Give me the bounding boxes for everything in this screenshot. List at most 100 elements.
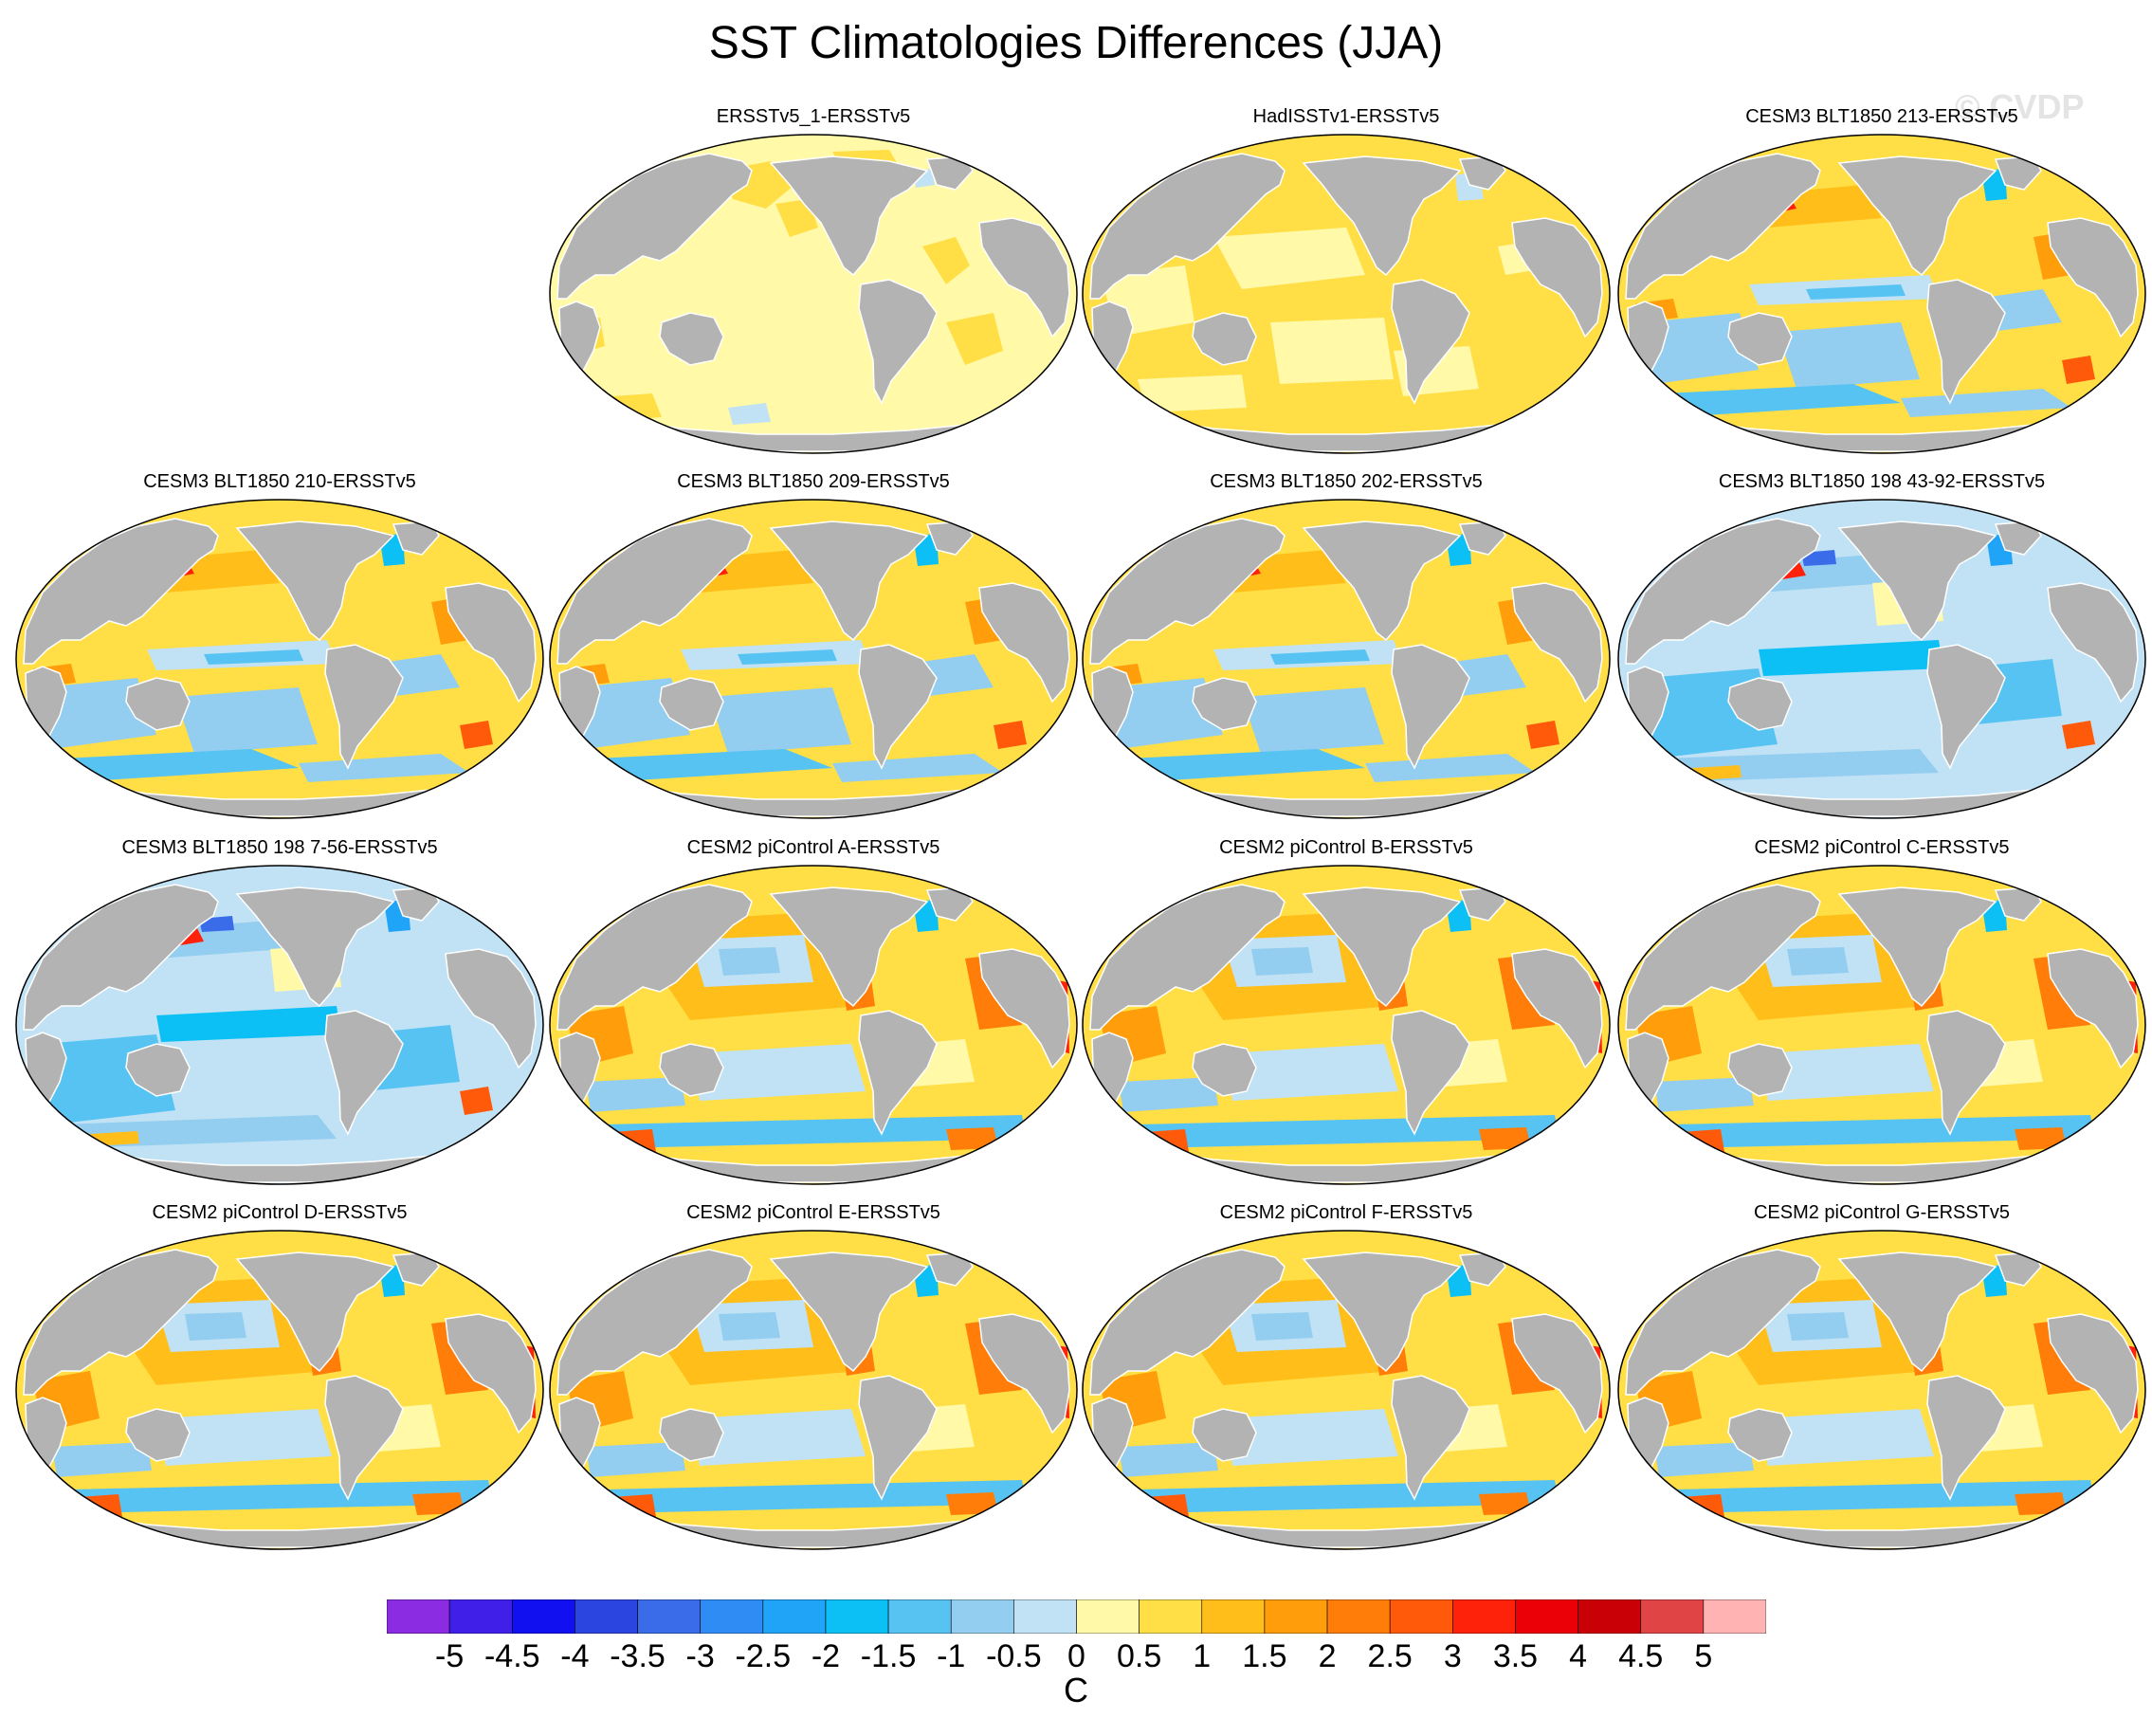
map-field xyxy=(549,134,1078,454)
land-mass xyxy=(556,518,753,665)
colorbar-swatch xyxy=(1201,1599,1266,1634)
panel-title: CESM3 BLT1850 210-ERSSTv5 xyxy=(143,471,416,492)
colorbar-tick-label: 5 xyxy=(1694,1638,1713,1674)
land-mass xyxy=(235,521,395,642)
sst-anomaly-region xyxy=(1270,318,1394,384)
panel-title: CESM2 piControl A-ERSSTv5 xyxy=(686,837,940,858)
sst-anomaly-region xyxy=(1242,687,1384,754)
land-mass xyxy=(1302,521,1462,642)
panel-title: CESM3 BLT1850 209-ERSSTv5 xyxy=(677,471,950,492)
panel-title: ERSSTv5_1-ERSSTv5 xyxy=(716,106,911,127)
map-panel: CESM2 piControl E-ERSSTv5 xyxy=(548,1202,1079,1553)
land-mass xyxy=(1192,312,1257,366)
sst-anomaly-region xyxy=(1223,1409,1398,1466)
land-mass xyxy=(235,1252,395,1373)
colorbar-swatch xyxy=(1515,1599,1578,1634)
sst-anomaly-region xyxy=(1664,384,1901,417)
sst-anomaly-region xyxy=(946,1127,998,1150)
map-panel: CESM3 BLT1850 202-ERSSTv5 xyxy=(1081,471,1612,822)
land-mass xyxy=(1302,886,1462,1008)
land-mass xyxy=(1625,1249,1821,1396)
land-mass xyxy=(1926,279,2006,405)
land-mass xyxy=(1625,884,1821,1031)
land-mass xyxy=(1625,518,1821,665)
land-mass xyxy=(23,518,219,665)
sst-anomaly-region xyxy=(1251,1312,1313,1341)
land-mass xyxy=(1511,1313,1603,1434)
land-mass xyxy=(23,1249,219,1396)
map-border xyxy=(1617,1230,2146,1550)
sst-anomaly-region xyxy=(1479,1127,1531,1150)
map-border xyxy=(1082,499,1611,819)
sst-anomaly-region xyxy=(1759,640,1943,676)
colorbar-tick-label: -1 xyxy=(937,1638,966,1674)
sst-anomaly-region xyxy=(1526,721,1559,749)
panel-title: CESM3 BLT1850 198 7-56-ERSSTv5 xyxy=(121,837,438,858)
colorbar-swatch xyxy=(950,1599,1014,1634)
sst-anomaly-region xyxy=(1251,947,1313,976)
panel-title: CESM2 piControl G-ERSSTv5 xyxy=(1753,1202,2011,1223)
colorbar-tick-label: -2.5 xyxy=(735,1638,792,1674)
land-mass xyxy=(324,644,404,770)
sst-anomaly-region xyxy=(922,237,970,284)
colorbar-tick-label: -5 xyxy=(435,1638,465,1674)
colorbar-swatch xyxy=(1013,1599,1077,1634)
land-mass xyxy=(1837,1252,1997,1373)
colorbar-swatch xyxy=(1326,1599,1391,1634)
land-mass xyxy=(1727,1408,1793,1462)
colorbar-tick-label: -3 xyxy=(685,1638,715,1674)
land-mass xyxy=(1089,153,1286,300)
sst-anomaly-region xyxy=(994,721,1027,749)
land-mass xyxy=(324,1375,404,1501)
sst-anomaly-region xyxy=(1365,754,1536,782)
land-mass xyxy=(858,1010,938,1136)
colorbar-tick-label: 2 xyxy=(1318,1638,1337,1674)
colorbar-tick-label: 3.5 xyxy=(1492,1638,1539,1674)
colorbar-swatch xyxy=(387,1599,450,1634)
sst-anomaly-region xyxy=(175,687,318,754)
land-mass xyxy=(1837,155,1997,277)
sst-anomaly-region xyxy=(946,313,1003,365)
land-mass xyxy=(1089,1249,1286,1396)
colorbar-swatch xyxy=(700,1599,764,1634)
panel-title: CESM2 piControl C-ERSSTv5 xyxy=(1754,837,2010,858)
page-title: SST Climatologies Differences (JJA) xyxy=(708,18,1444,68)
map-field xyxy=(549,865,1078,1185)
sst-anomaly-region xyxy=(1479,1492,1531,1515)
map-border xyxy=(15,865,544,1185)
sst-anomaly-region xyxy=(1138,1115,1559,1148)
map-field xyxy=(15,865,544,1185)
sst-anomaly-region xyxy=(1778,322,1920,389)
land-mass xyxy=(1926,1010,2006,1136)
land-mass xyxy=(1302,155,1462,277)
land-mass xyxy=(2047,217,2139,338)
sst-anomaly-region xyxy=(1128,749,1365,782)
colorbar-tick-label: -2 xyxy=(811,1638,841,1674)
map-border xyxy=(15,1230,544,1550)
map-panel: CESM3 BLT1850 198 7-56-ERSSTv5 xyxy=(14,837,545,1188)
map-border xyxy=(549,1230,1078,1550)
colorbar-swatch xyxy=(825,1599,889,1634)
sst-anomaly-region xyxy=(1759,1044,1934,1101)
map-field xyxy=(1617,1230,2146,1550)
land-mass xyxy=(769,886,929,1008)
map-border xyxy=(549,134,1078,454)
sst-anomaly-region xyxy=(2062,356,2095,384)
land-mass xyxy=(1391,1010,1470,1136)
sst-anomaly-region xyxy=(52,1442,152,1477)
land-mass xyxy=(445,1313,537,1434)
map-border xyxy=(1617,499,2146,819)
colorbar-swatch xyxy=(1264,1599,1328,1634)
land-mass xyxy=(978,582,1070,704)
map-field xyxy=(1082,134,1611,454)
sst-anomaly-region xyxy=(690,1409,866,1466)
land-mass xyxy=(1391,1375,1470,1501)
sst-anomaly-region xyxy=(1806,284,1906,300)
sst-anomaly-region xyxy=(2062,721,2095,749)
map-border xyxy=(549,865,1078,1185)
colorbar-swatch xyxy=(887,1599,952,1634)
land-mass xyxy=(769,155,929,277)
colorbar-tick-label: 4 xyxy=(1569,1638,1588,1674)
panel-title: HadISSTv1-ERSSTv5 xyxy=(1252,106,1440,127)
sst-anomaly-region xyxy=(299,754,469,782)
